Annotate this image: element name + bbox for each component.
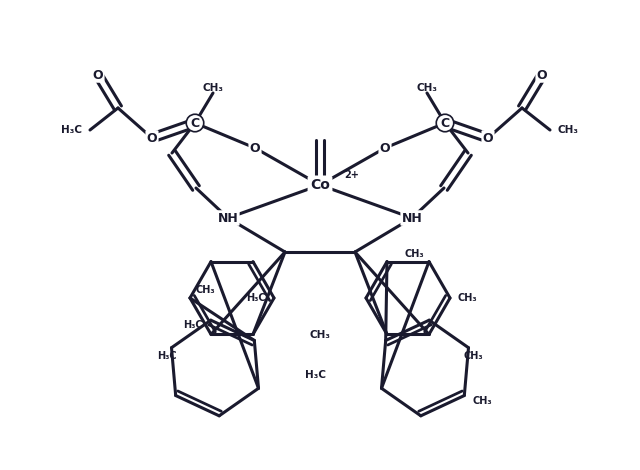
Text: H₃C: H₃C xyxy=(246,293,266,303)
Text: 2+: 2+ xyxy=(344,170,360,180)
Text: O: O xyxy=(147,132,157,144)
Text: CH₃: CH₃ xyxy=(558,125,579,135)
Text: CH₃: CH₃ xyxy=(458,293,477,303)
Text: H₃C: H₃C xyxy=(305,370,326,380)
Text: O: O xyxy=(483,132,493,144)
Text: CH₃: CH₃ xyxy=(195,285,214,295)
Text: CH₃: CH₃ xyxy=(464,351,483,360)
Text: H₃C: H₃C xyxy=(61,125,82,135)
Text: C: C xyxy=(191,117,200,130)
Text: NH: NH xyxy=(402,212,422,225)
Text: H₃C: H₃C xyxy=(157,351,176,360)
Text: O: O xyxy=(250,141,260,155)
Text: H₃C: H₃C xyxy=(183,320,203,330)
Text: O: O xyxy=(93,69,103,81)
Text: CH₃: CH₃ xyxy=(310,330,330,340)
Text: CH₃: CH₃ xyxy=(472,396,492,406)
Text: O: O xyxy=(380,141,390,155)
Text: CH₃: CH₃ xyxy=(404,249,424,259)
Text: C: C xyxy=(440,117,449,130)
Text: Co: Co xyxy=(310,178,330,192)
Text: CH₃: CH₃ xyxy=(417,83,438,93)
Text: CH₃: CH₃ xyxy=(202,83,223,93)
Text: O: O xyxy=(537,69,547,81)
Text: NH: NH xyxy=(218,212,238,225)
